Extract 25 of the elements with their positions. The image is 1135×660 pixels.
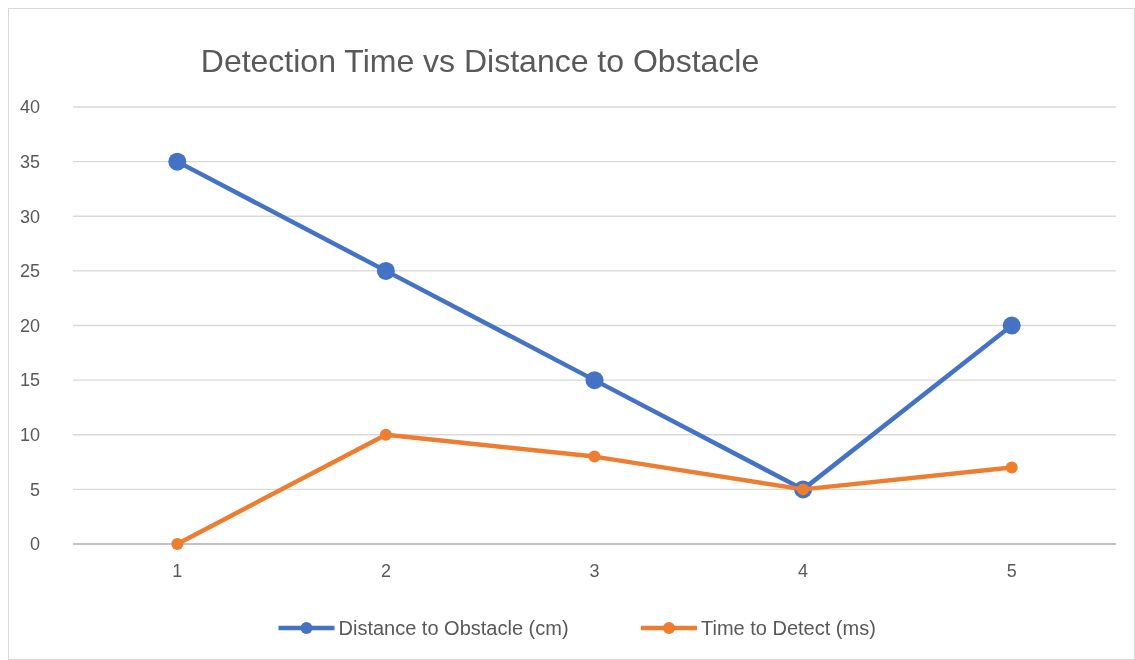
point: [1002, 316, 1021, 335]
point: [171, 538, 184, 550]
point: [168, 152, 187, 171]
x-tick-label: 1: [172, 561, 183, 581]
y-tick-label: 35: [19, 151, 40, 172]
point: [588, 450, 601, 463]
x-tick-label: 5: [1006, 561, 1017, 581]
y-tick-label: 0: [29, 534, 40, 555]
y-tick-label: 20: [19, 315, 40, 336]
point: [1005, 461, 1018, 474]
chart-title: Detection Time vs Distance to Obstacle: [200, 43, 760, 79]
y-tick-label: 10: [19, 425, 40, 446]
y-tick-label: 15: [19, 370, 40, 391]
legend-label: Time to Detect (ms): [701, 617, 876, 639]
point: [376, 261, 395, 280]
x-tick-label: 3: [589, 561, 600, 581]
x-tick-label: 2: [380, 561, 391, 581]
y-tick-label: 25: [19, 261, 40, 282]
y-tick-label: 5: [29, 479, 40, 500]
x-tick-label: 4: [798, 561, 809, 581]
point: [379, 428, 392, 441]
y-tick-label: 30: [19, 206, 40, 227]
legend-label: Distance to Obstacle (cm): [338, 617, 569, 639]
y-tick-label: 40: [19, 97, 40, 118]
point: [585, 371, 604, 390]
